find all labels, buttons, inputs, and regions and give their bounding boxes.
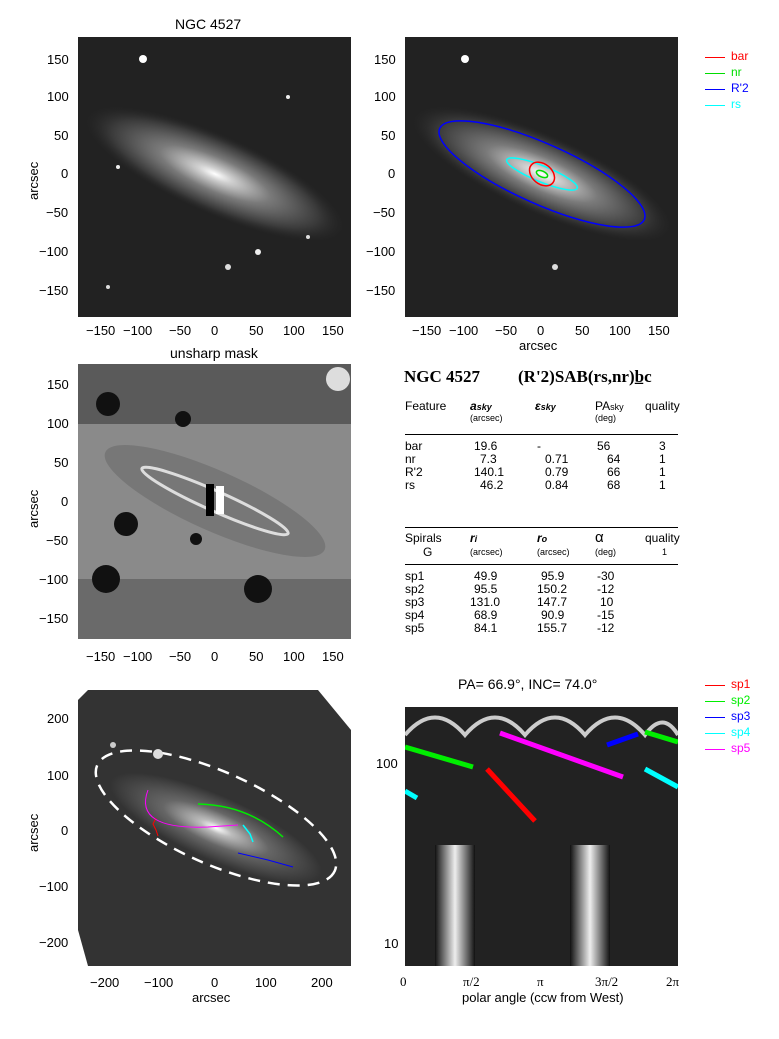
classification-name: NGC 4527 xyxy=(404,367,481,386)
galaxy-image xyxy=(78,37,351,317)
sp1-polar xyxy=(485,767,537,823)
legend-nr: nr xyxy=(731,65,742,79)
legend-rs: rs xyxy=(731,97,741,111)
legend-sp4: sp4 xyxy=(731,725,751,739)
polar-plot-image xyxy=(405,695,678,966)
unsharp-mask-image xyxy=(78,364,351,639)
sp2-trace xyxy=(197,803,284,838)
ellipse-fit-image xyxy=(405,37,678,317)
ellipse-bar xyxy=(528,161,556,187)
legend-r2: R'2 xyxy=(731,81,749,95)
sp5-polar xyxy=(499,730,624,780)
legend-bar: bar xyxy=(731,49,749,63)
panel1-ylabel: arcsec xyxy=(26,161,41,200)
sp4-polar xyxy=(643,766,678,790)
polar-plot-panel xyxy=(405,695,678,966)
panel5-xlabel: arcsec xyxy=(192,990,231,1005)
sp2-polar xyxy=(405,744,474,770)
sp1-trace xyxy=(152,817,159,837)
panel3-ylabel: arcsec xyxy=(26,489,41,528)
ellipse-fit-panel xyxy=(405,37,678,317)
sp2-polar-b xyxy=(644,729,678,745)
legend-sp5: sp5 xyxy=(731,741,751,755)
legend-sp1: sp1 xyxy=(731,677,751,691)
deprojection-ellipse xyxy=(94,749,338,887)
ellipse-r2 xyxy=(438,120,646,228)
classification-type: (R'2)SAB(rs,nr)b̲c xyxy=(518,367,652,386)
ellipse-nr xyxy=(535,169,549,179)
sp4-trace xyxy=(242,824,254,843)
panel2-xlabel: arcsec xyxy=(519,338,558,353)
sp3-trace xyxy=(237,852,294,868)
sp3-polar xyxy=(606,731,639,748)
polar-xlabel: polar angle (ccw from West) xyxy=(462,990,624,1005)
unsharp-mask-panel xyxy=(78,364,351,639)
spiral-trace-panel xyxy=(78,690,351,966)
panel3-title: unsharp mask xyxy=(170,345,258,361)
sp5-trace xyxy=(145,789,239,828)
sp4-polar-b xyxy=(405,788,419,801)
galaxy-image-panel xyxy=(78,37,351,317)
ellipse-rs xyxy=(505,157,579,191)
spiral-trace-image xyxy=(78,690,351,966)
panel5-ylabel: arcsec xyxy=(26,813,41,852)
panel6-title: PA= 66.9°, INC= 74.0° xyxy=(458,676,598,692)
legend-sp2: sp2 xyxy=(731,693,751,707)
legend-sp3: sp3 xyxy=(731,709,751,723)
panel1-title: NGC 4527 xyxy=(175,16,242,32)
